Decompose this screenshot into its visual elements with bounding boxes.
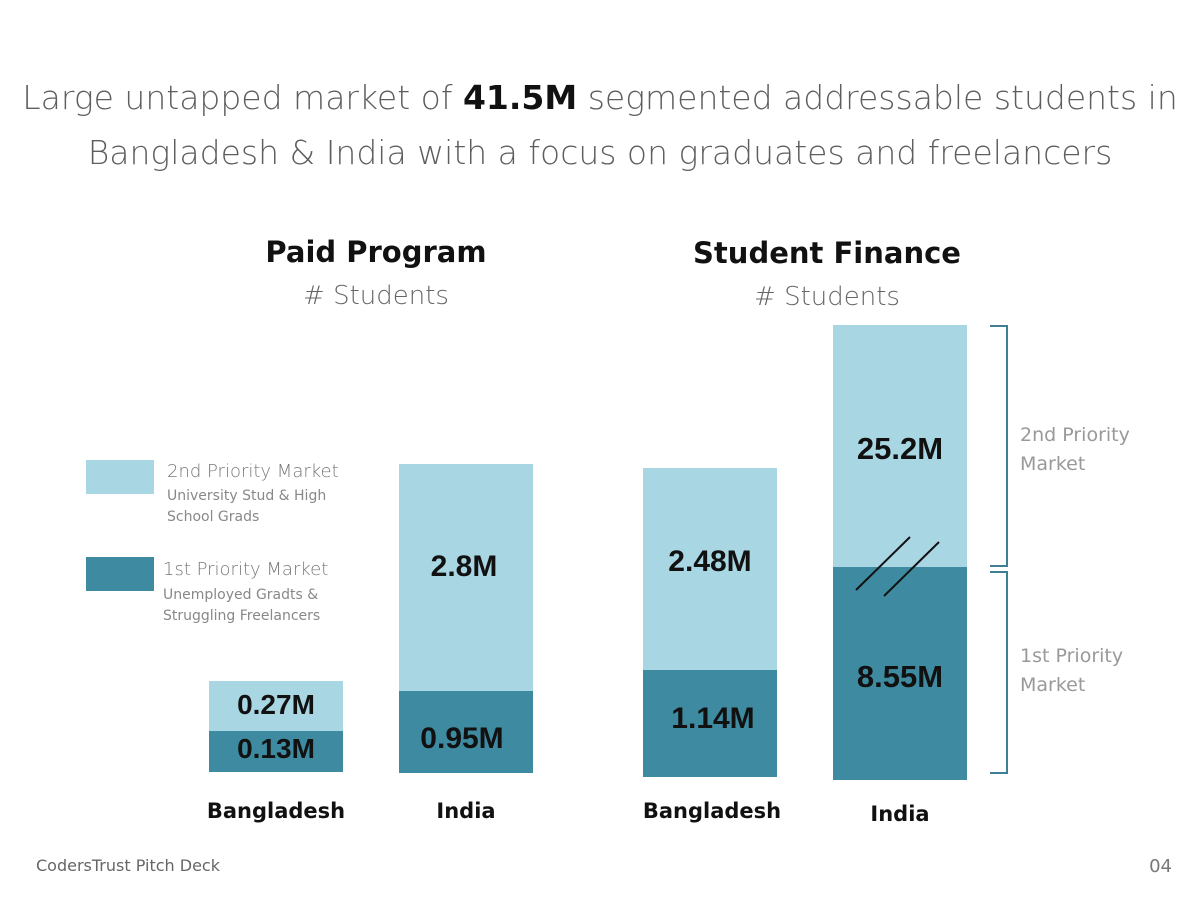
headline-line-2: Bangladesh & India with a focus on gradu… <box>87 133 1113 172</box>
page-number: 04 <box>1149 856 1172 877</box>
value-paid-bangladesh-2nd: 0.27M <box>237 689 315 720</box>
value-finance-bangladesh-1st: 1.14M <box>671 702 755 735</box>
bracket-label-2nd-priority: 2nd Priority Market <box>1020 424 1130 475</box>
category-label-finance-india: India <box>870 802 930 826</box>
legend-desc-1st-priority: Unemployed Gradts & Struggling Freelance… <box>163 587 321 624</box>
category-label-paid-india: India <box>436 799 496 823</box>
chart-subtitle-student-finance: # Students <box>754 282 900 312</box>
footer-deck-name: CodersTrust Pitch Deck <box>36 856 220 875</box>
legend-desc-2nd-priority: University Stud & High School Grads <box>167 488 327 525</box>
chart-title-student-finance: Student Finance <box>693 236 961 270</box>
bar-paid-bangladesh-2nd <box>209 681 343 731</box>
chart-subtitle-paid-program: # Students <box>303 281 449 311</box>
value-finance-india-2nd: 25.2M <box>856 431 944 466</box>
headline-pre: Large untapped market of <box>22 78 463 117</box>
bar-finance-india-1st <box>833 567 967 780</box>
headline-line-1: Large untapped market of 41.5M segmented… <box>0 70 1200 126</box>
bar-finance-bangladesh-1st <box>643 670 777 777</box>
bracket-2nd-priority <box>990 325 1008 567</box>
value-paid-india-1st: 0.95M <box>420 722 504 755</box>
bar-paid-india-2nd <box>399 464 533 691</box>
value-paid-india-2nd: 2.8M <box>430 550 498 583</box>
legend-swatch-1st-priority <box>86 557 154 591</box>
legend-title-2nd-priority: 2nd Priority Market <box>167 461 339 482</box>
bar-paid-india-1st <box>399 691 533 773</box>
value-paid-bangladesh-1st: 0.13M <box>237 733 315 764</box>
category-label-finance-bangladesh: Bangladesh <box>642 799 782 823</box>
value-finance-india-1st: 8.55M <box>856 659 944 694</box>
legend-swatch-2nd-priority <box>86 460 154 494</box>
chart-title-paid-program: Paid Program <box>265 235 487 269</box>
legend-title-1st-priority: 1st Priority Market <box>163 559 329 580</box>
category-label-paid-bangladesh: Bangladesh <box>206 799 346 823</box>
value-finance-bangladesh-2nd: 2.48M <box>668 545 752 578</box>
bar-finance-india-2nd <box>833 325 967 567</box>
headline-post: segmented addressable students in <box>577 78 1178 117</box>
bracket-label-1st-priority: 1st Priority Market <box>1020 645 1124 696</box>
bracket-1st-priority <box>990 571 1008 774</box>
bar-finance-bangladesh-2nd <box>643 468 777 670</box>
bar-paid-bangladesh-1st <box>209 731 343 772</box>
headline-bold-figure: 41.5M <box>462 78 578 117</box>
